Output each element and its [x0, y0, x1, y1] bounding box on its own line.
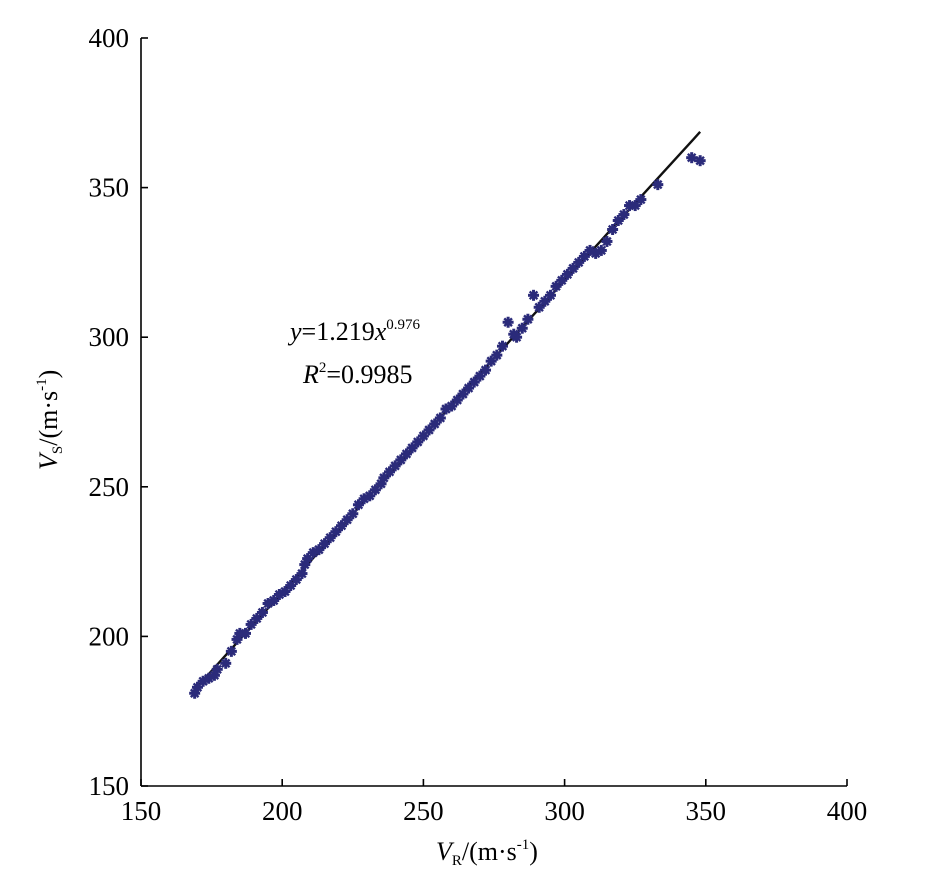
data-point: [629, 200, 641, 212]
x-ticks: 150 200 250 300 350 400: [121, 779, 868, 826]
data-point: [618, 209, 630, 221]
axes: [140, 38, 847, 787]
x-axis-label-unit: /(m·s: [462, 837, 517, 866]
y-axis-label-subscript: S: [50, 446, 66, 454]
x-tick-label: 300: [544, 796, 585, 826]
data-point: [694, 155, 706, 167]
data-point: [239, 627, 251, 639]
r-squared-label: R: [302, 360, 319, 389]
y-axis-label-symbol: V: [34, 451, 63, 470]
data-point: [595, 244, 607, 256]
fit-r-squared: R2=0.9985: [302, 360, 413, 389]
data-point: [251, 612, 263, 624]
data-point: [211, 663, 223, 675]
y-axis-label-unit-sup: -1: [34, 378, 50, 391]
data-point: [556, 274, 568, 286]
data-point: [528, 289, 540, 301]
x-tick-label: 200: [262, 796, 303, 826]
data-point: [434, 412, 446, 424]
data-point: [511, 331, 523, 343]
x-axis-label: VR/(m·s-1): [436, 837, 538, 869]
y-tick-label: 400: [89, 23, 130, 53]
data-point: [567, 262, 579, 274]
data-point: [516, 322, 528, 334]
x-axis-label-unit-close: ): [529, 837, 538, 866]
fit-equation-var: x: [374, 317, 387, 346]
data-point: [635, 194, 647, 206]
fit-equation: y=1.219x0.976: [287, 317, 421, 346]
r-squared-value: =0.9985: [326, 360, 412, 389]
data-point: [607, 223, 619, 235]
y-tick-label: 150: [89, 771, 130, 801]
data-point: [389, 460, 401, 472]
data-point: [544, 289, 556, 301]
y-tick-label: 200: [89, 621, 130, 651]
x-axis-label-symbol: V: [436, 837, 455, 866]
points-group: [189, 152, 706, 699]
r-squared-sup: 2: [319, 360, 327, 376]
data-point: [279, 586, 291, 598]
y-tick-label: 350: [89, 173, 130, 203]
y-axis-label-unit: /(m·s: [34, 391, 63, 446]
data-point: [522, 313, 534, 325]
x-axis-label-unit-sup: -1: [517, 837, 530, 853]
data-point: [395, 454, 407, 466]
data-point: [496, 340, 508, 352]
y-axis-label-unit-close: ): [34, 370, 63, 379]
y-tick-label: 250: [89, 472, 130, 502]
data-point: [491, 349, 503, 361]
fit-equation-exponent: 0.976: [386, 317, 420, 333]
data-point: [686, 152, 698, 164]
y-tick-label: 300: [89, 322, 130, 352]
data-point: [347, 508, 359, 520]
x-tick-label: 150: [121, 796, 162, 826]
x-axis-label-subscript: R: [452, 853, 462, 869]
data-point: [256, 606, 268, 618]
x-tick-label: 350: [686, 796, 727, 826]
data-point: [225, 645, 237, 657]
y-axis-label: VS/(m·s-1): [34, 370, 66, 470]
fit-equation-coef: =1.219: [302, 317, 375, 346]
x-tick-label: 250: [403, 796, 444, 826]
x-tick-label: 400: [827, 796, 868, 826]
data-point: [652, 179, 664, 191]
y-ticks: 150 200 250 300 350 400: [89, 23, 148, 801]
data-point: [417, 430, 429, 442]
data-point: [480, 364, 492, 376]
data-point: [220, 657, 232, 669]
fit-equation-lhs: y: [287, 317, 302, 346]
data-point: [296, 568, 308, 580]
data-point: [502, 316, 514, 328]
data-point: [601, 235, 613, 247]
